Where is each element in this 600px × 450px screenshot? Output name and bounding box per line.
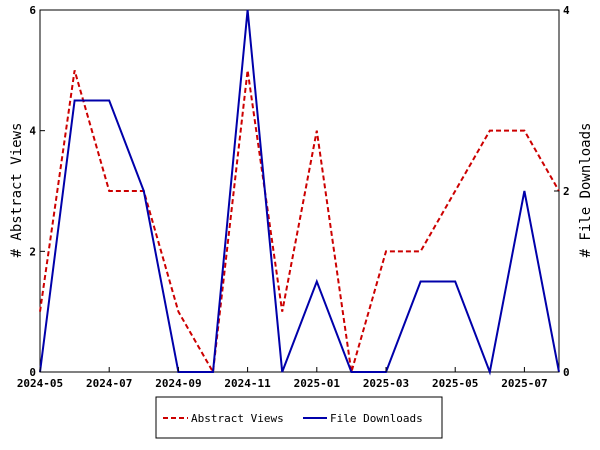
y-tick-label-left: 4 (29, 125, 36, 138)
series-line-file-downloads (39, 9, 560, 376)
legend: Abstract Views File Downloads (155, 396, 443, 439)
y-tick-label-left: 0 (29, 366, 36, 379)
y-tick-label-right: 2 (563, 185, 570, 198)
y-axis-right-title: # File Downloads (578, 123, 594, 258)
y-tick-label-right: 0 (563, 366, 570, 379)
legend-box (155, 396, 443, 439)
x-tick-label: 2024-11 (224, 377, 271, 390)
legend-label-file-downloads: File Downloads (330, 412, 423, 425)
series-lines (39, 9, 560, 376)
y-tick-label-left: 6 (29, 4, 36, 17)
x-tick-label: 2025-07 (501, 377, 547, 390)
series-line-abstract-views (39, 70, 560, 376)
x-tick-label: 2024-05 (17, 377, 63, 390)
x-tick-label: 2025-03 (363, 377, 409, 390)
axes: 2024-05 2024-07 2024-09 2024-11 2025-01 2025-… (17, 4, 570, 390)
y-tick-label-left: 2 (29, 245, 36, 258)
y-axis-left-title: # Abstract Views (9, 123, 25, 258)
x-tick-label: 2024-07 (86, 377, 132, 390)
x-tick-label: 2025-05 (432, 377, 478, 390)
y-tick-label-right: 4 (563, 4, 570, 17)
x-tick-label: 2025-01 (294, 377, 341, 390)
x-tick-label: 2024-09 (155, 377, 201, 390)
legend-label-abstract-views: Abstract Views (191, 412, 284, 425)
